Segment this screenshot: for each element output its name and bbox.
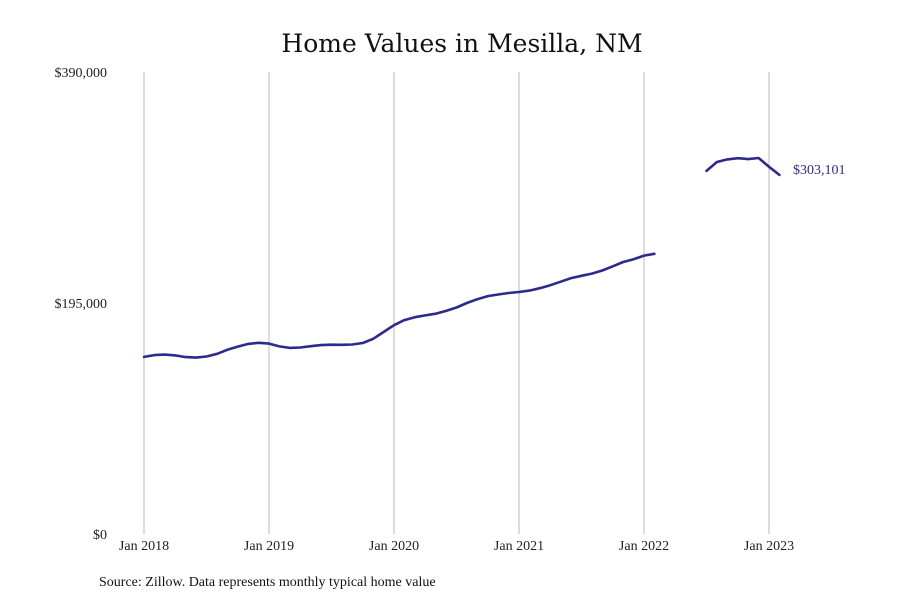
chart-title: Home Values in Mesilla, NM: [281, 29, 642, 58]
gridlines: [143, 72, 770, 534]
end-value-label: $303,101: [793, 163, 846, 178]
x-tick-label: Jan 2020: [369, 539, 419, 554]
x-tick-label: Jan 2019: [244, 539, 294, 554]
x-tick-label: Jan 2023: [744, 539, 794, 554]
y-tick-label: $195,000: [55, 297, 108, 312]
y-axis-ticks: $0 $195,000 $390,000: [55, 66, 108, 543]
series-home-values: [142, 156, 781, 359]
y-tick-label: $0: [93, 528, 107, 543]
x-tick-label: Jan 2021: [494, 539, 544, 554]
series-line-segment-2: [705, 156, 781, 177]
y-tick-label: $390,000: [55, 66, 108, 81]
source-note: Source: Zillow. Data represents monthly …: [99, 575, 436, 590]
x-tick-label: Jan 2018: [119, 539, 169, 554]
x-tick-label: Jan 2022: [619, 539, 669, 554]
series-line-segment-1: [142, 252, 656, 359]
x-axis-ticks: Jan 2018 Jan 2019 Jan 2020 Jan 2021 Jan 2022…: [119, 539, 794, 554]
